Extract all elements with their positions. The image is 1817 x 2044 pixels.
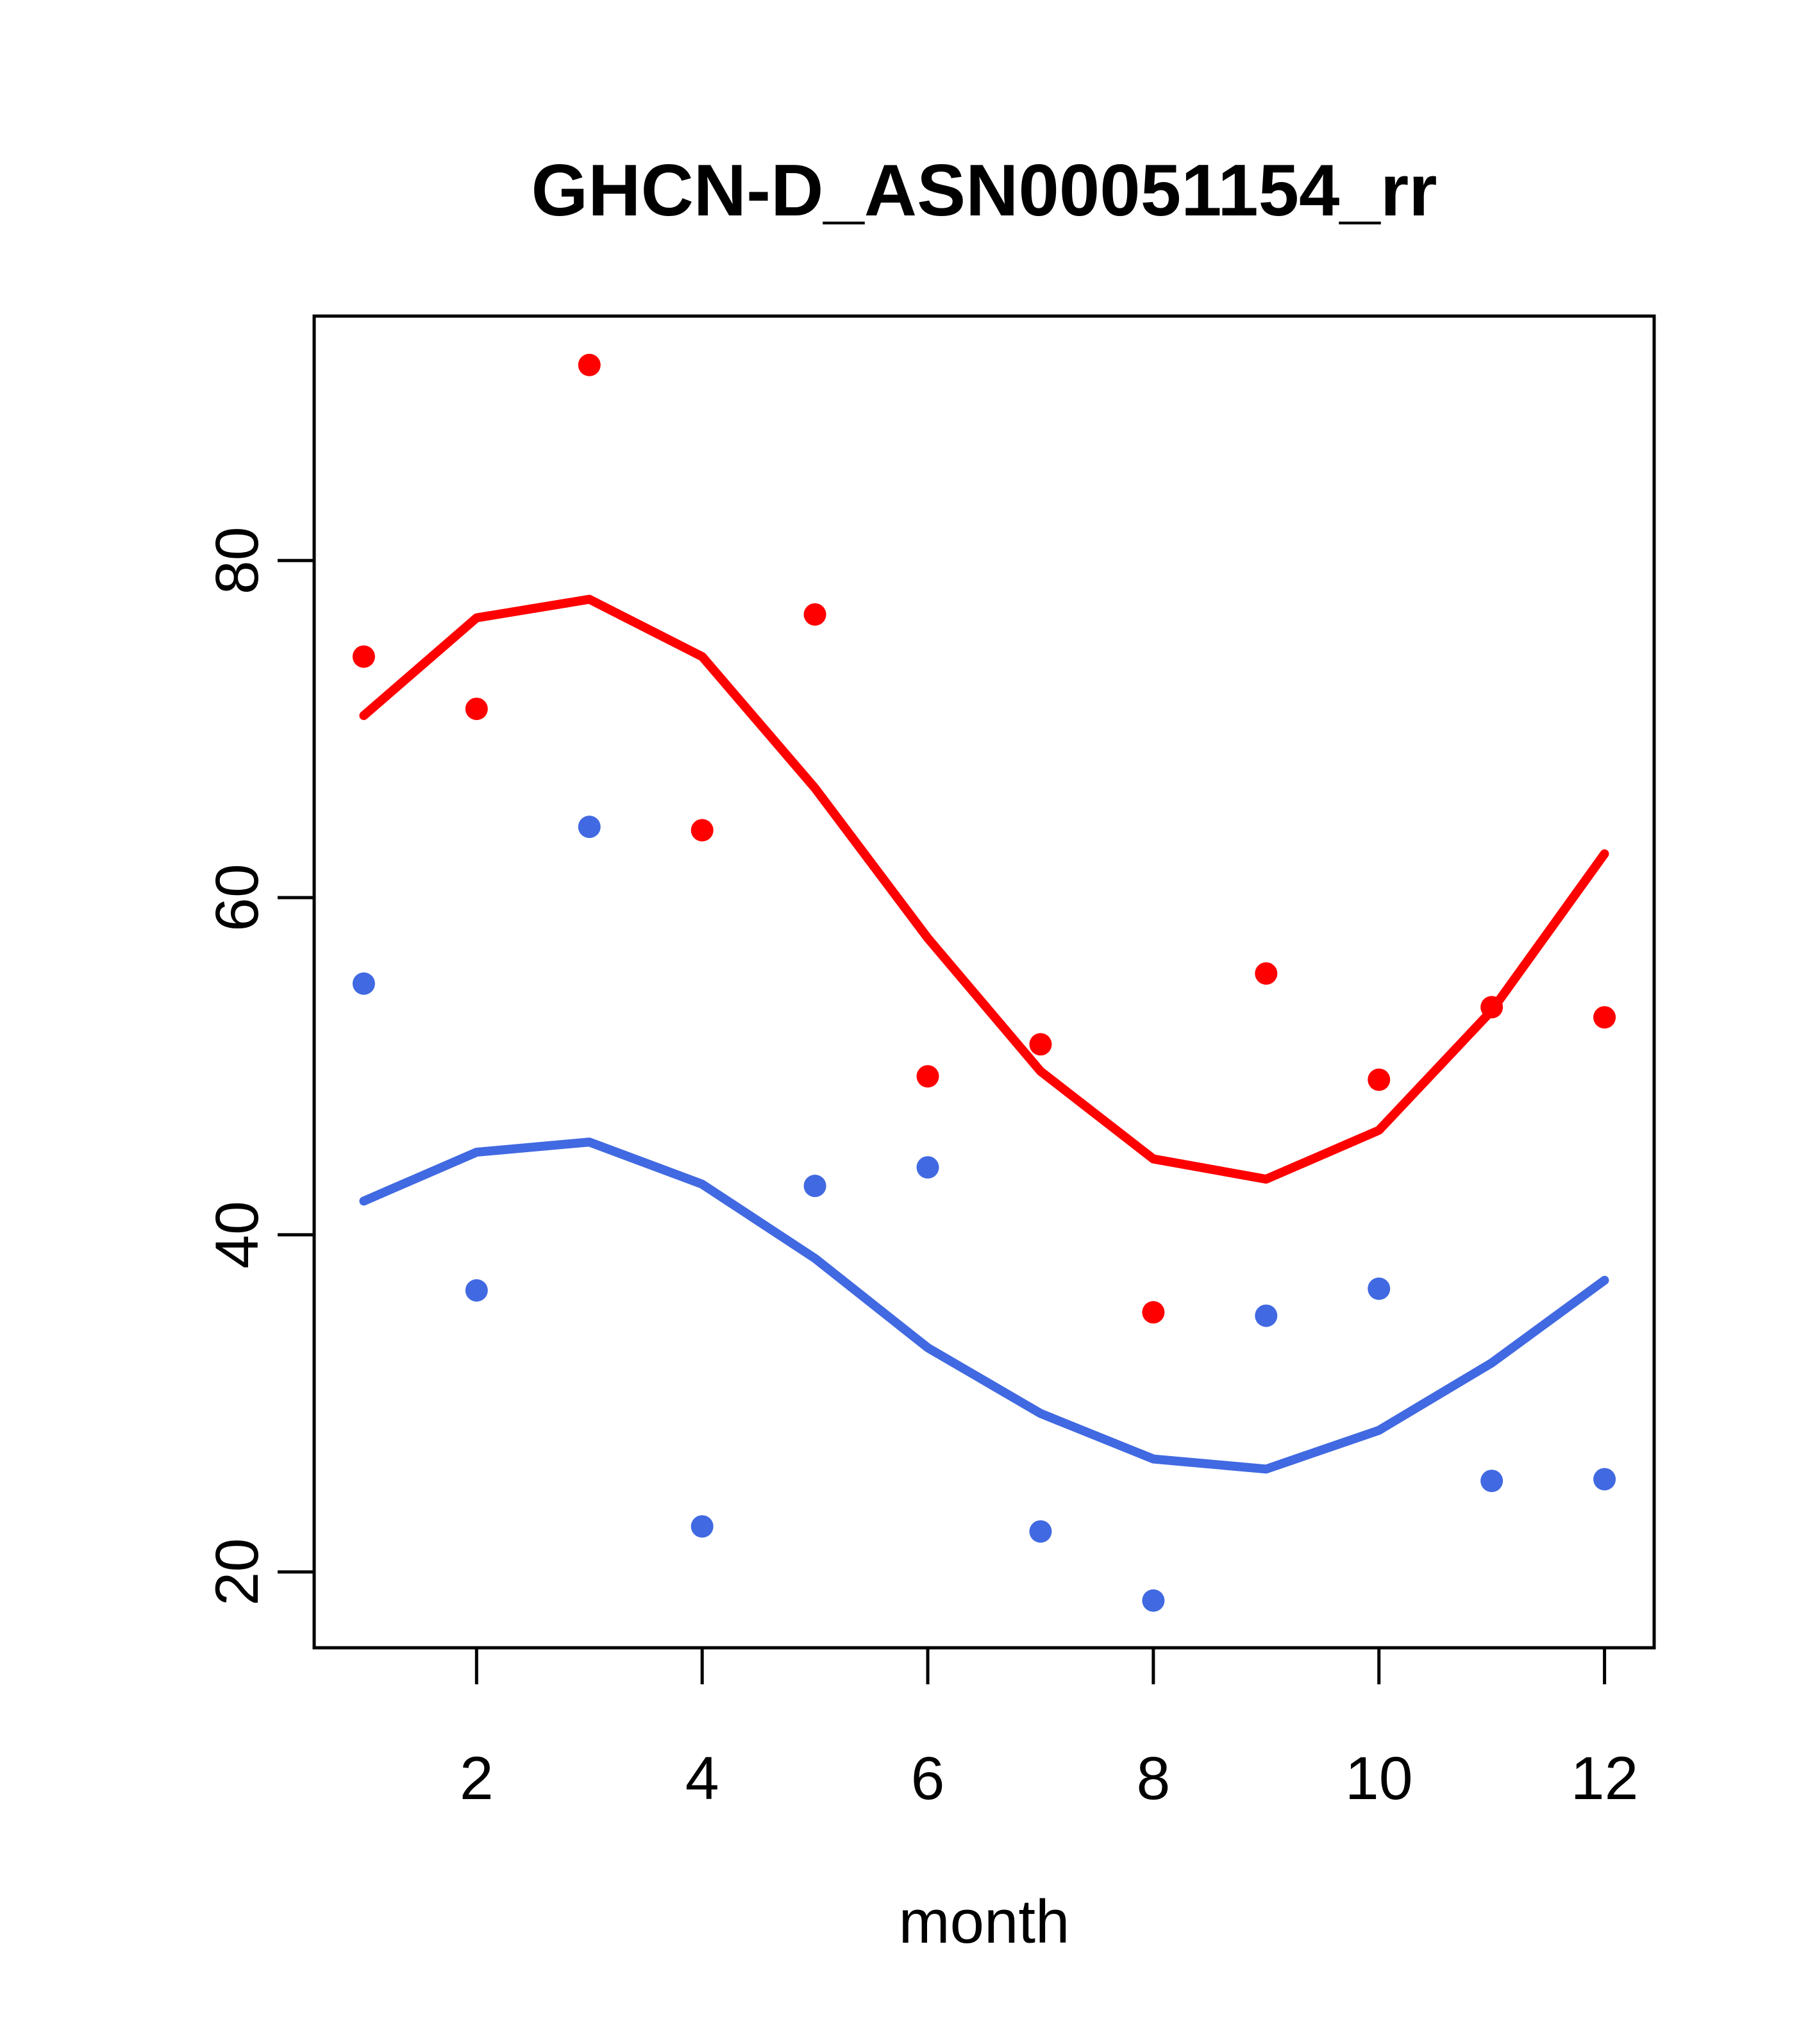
blue-points-dot [1593, 1468, 1616, 1491]
x-tick-label: 6 [911, 1745, 945, 1813]
y-tick-label: 40 [203, 1201, 271, 1269]
x-tick-label: 8 [1136, 1745, 1170, 1813]
blue-points-dot [1368, 1277, 1391, 1300]
red-points-dot [465, 698, 488, 721]
red-points-dot [1368, 1068, 1391, 1091]
blue-points-dot [916, 1156, 939, 1179]
red-points-dot [1593, 1006, 1616, 1029]
red-points-dot [578, 353, 601, 376]
blue-points-dot [352, 972, 375, 995]
x-tick-label: 10 [1345, 1745, 1413, 1813]
blue-points-dot [1142, 1589, 1165, 1612]
red-points-dot [1142, 1301, 1165, 1324]
blue-points-dot [1255, 1304, 1278, 1327]
y-tick-label: 60 [203, 864, 271, 932]
blue-points-dot [691, 1515, 714, 1538]
blue-points-dot [1029, 1520, 1052, 1543]
x-axis-label: month [899, 1888, 1070, 1956]
x-tick-label: 12 [1571, 1745, 1639, 1813]
blue-trend-line [359, 1137, 1609, 1474]
red-trend-line [359, 594, 1609, 1184]
y-tick-label: 20 [203, 1538, 271, 1606]
red-points-dot [1255, 962, 1278, 985]
red-points-dot [1480, 996, 1503, 1019]
x-tick-label: 2 [460, 1745, 494, 1813]
red-points-dot [352, 645, 375, 668]
red-points-dot [916, 1065, 939, 1088]
blue-points-dot [1480, 1470, 1503, 1493]
red-points-dot [691, 819, 714, 842]
y-tick-label: 80 [203, 526, 271, 594]
red-points-dot [1029, 1033, 1052, 1056]
red-points-dot [803, 603, 826, 626]
plot-box [312, 314, 1656, 1650]
blue-points-dot [803, 1175, 826, 1198]
blue-points-dot [465, 1279, 488, 1302]
blue-points-dot [578, 816, 601, 839]
x-tick-label: 4 [685, 1745, 719, 1813]
chart-title: GHCN-D_ASN00051154_rr [531, 150, 1437, 231]
